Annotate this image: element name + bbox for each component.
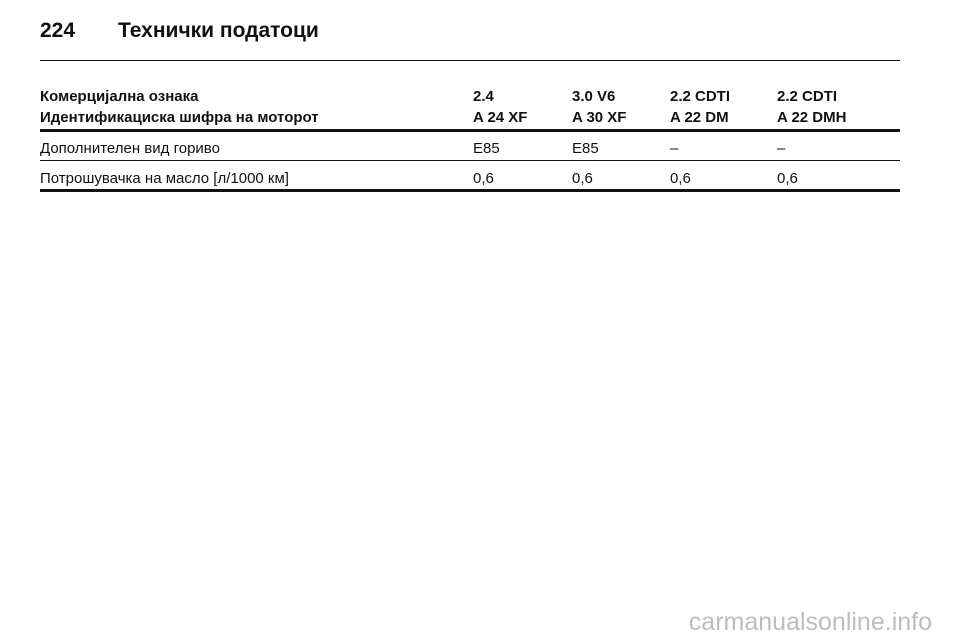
table-cell: 0,6 <box>572 170 593 187</box>
table-cell: E85 <box>473 140 500 157</box>
table-bottom-rule <box>40 189 900 192</box>
table-cell: Идентификациска шифра на моторот <box>40 109 319 126</box>
table-cell: Дополнителен вид гориво <box>40 140 220 157</box>
table-cell: E85 <box>572 140 599 157</box>
table-cell: 2.2 CDTI <box>777 88 838 105</box>
table-cell: – <box>777 140 786 157</box>
header-rule-thick <box>40 129 900 132</box>
table-cell: Потрошувачка на масло [л/1000 км] <box>40 170 289 187</box>
table-cell: A 22 DM <box>670 109 729 126</box>
table-cell: Комерцијална ознака <box>40 88 199 105</box>
header-rule <box>40 60 900 61</box>
table-cell: 2.4 <box>473 88 494 105</box>
page-number: 224 <box>40 19 76 42</box>
table-cell: 2.2 CDTI <box>670 88 731 105</box>
table-cell: 0,6 <box>473 170 494 187</box>
table-cell: A 30 XF <box>572 109 627 126</box>
row-rule <box>40 160 900 161</box>
page-title: Технички податоци <box>118 19 319 42</box>
table-cell: 0,6 <box>670 170 691 187</box>
table-cell: – <box>670 140 679 157</box>
table-cell: 0,6 <box>777 170 798 187</box>
table-cell: A 22 DMH <box>777 109 847 126</box>
watermark: carmanualsonline.info <box>688 608 932 636</box>
table-cell: A 24 XF <box>473 109 528 126</box>
table-cell: 3.0 V6 <box>572 88 616 105</box>
